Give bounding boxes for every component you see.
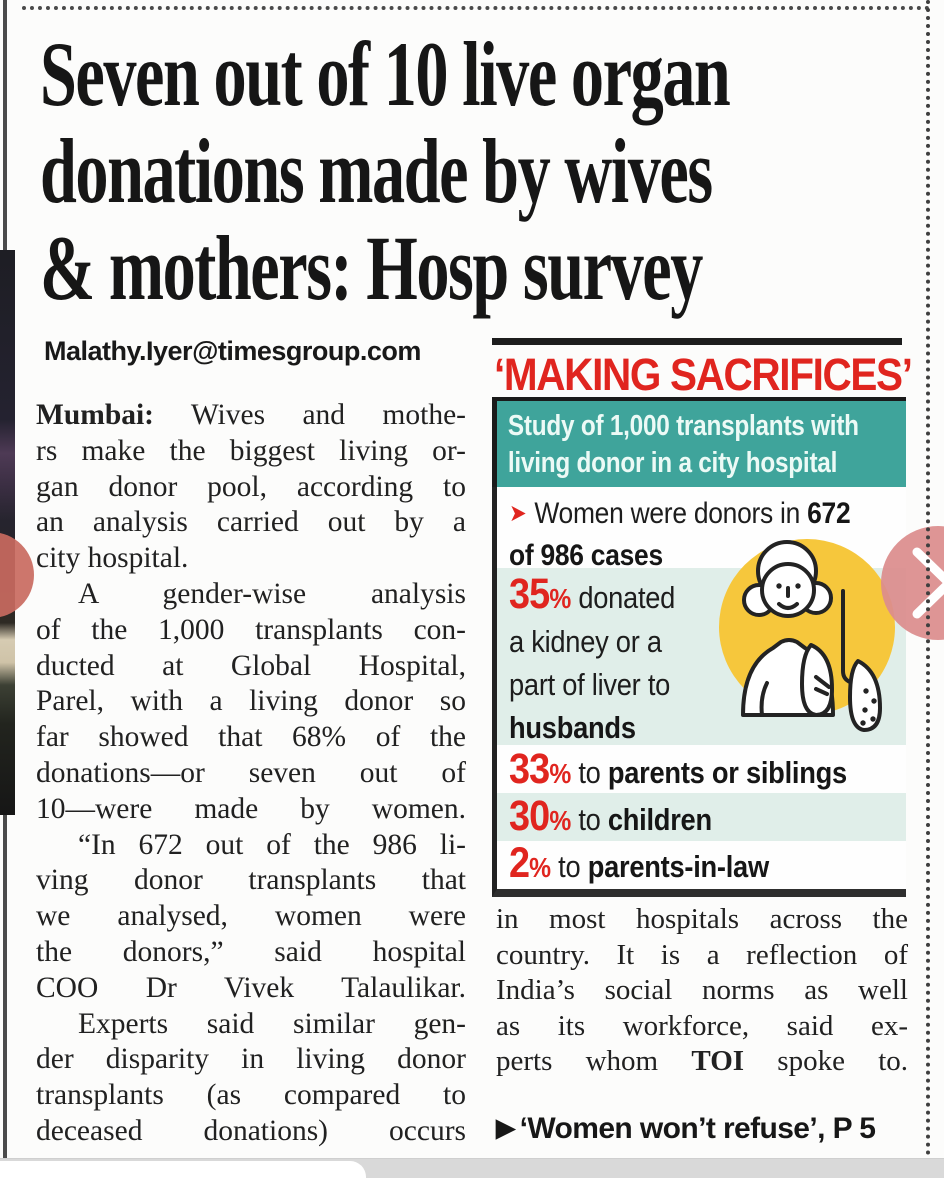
stat-text: to [570, 755, 608, 790]
stat-recipient: parents or siblings [607, 755, 847, 790]
paragraph-3: “In 672 out of the 986 li- ving donor tr… [36, 828, 466, 1004]
triangle-bullet-icon: ▶ [496, 1114, 515, 1142]
stat-recipient: children [607, 802, 712, 837]
dateline: Mumbai: [36, 399, 154, 431]
adjacent-page-edge [0, 250, 15, 815]
percent-sign: % [549, 805, 571, 836]
infographic-title: ‘MAKING SACRIFICES’ [494, 349, 913, 400]
woman-organ-donor-illustration [719, 539, 895, 732]
stat-percent: 30 [509, 792, 550, 840]
percent-sign: % [549, 583, 571, 614]
stat-bullet-value: 672 of 986 cases [509, 497, 851, 572]
toi-brand: TOI [691, 1045, 745, 1078]
stat-percent: 33 [509, 745, 550, 793]
next-button[interactable] [881, 526, 944, 640]
right-dotted-rule [926, 0, 930, 1156]
percent-sign: % [549, 758, 571, 789]
prev-button[interactable] [0, 532, 34, 618]
article-column-left: Mumbai: Wives and mothe- rs make the big… [36, 398, 466, 1150]
paragraph-2: A gender-wise analysis of the 1,000 tran… [36, 577, 466, 825]
percent-sign: % [529, 852, 551, 883]
byline: Malathy.Iyer@timesgroup.com [44, 336, 421, 366]
paragraph-1: Mumbai: Wives and mothe- rs make the big… [36, 398, 466, 541]
article-column-right: in most hospitals across the country. It… [496, 902, 908, 1080]
right-lung [848, 659, 882, 732]
stat-recipient: husbands [509, 710, 636, 745]
stat-text: to [550, 849, 588, 884]
related-story-text: ‘Women won’t refuse’, P 5 [519, 1112, 876, 1145]
trachea [841, 589, 852, 684]
stat-recipient: parents-in-law [587, 849, 770, 884]
stat-percent: 2 [509, 839, 530, 887]
arrow-bullet-icon: ➤ [509, 500, 527, 527]
stat-text: donated a kidney or a part of liver to [509, 580, 676, 702]
stat-row-parents-siblings: 33% to parents or siblings [509, 748, 914, 795]
chevron-right-icon [912, 547, 944, 619]
stat-row-parents-in-law: 2% to parents-in-law [509, 842, 914, 889]
top-dotted-rule [22, 6, 930, 10]
infographic-body: ➤ Women were donors in 672 of 986 cases 3… [492, 487, 906, 897]
stat-text: to [570, 802, 608, 837]
paragraph-5-text: in most hospitals across the country. It… [496, 903, 908, 1078]
stat-bullet: ➤ Women were donors in 672 of 986 cases [509, 494, 914, 576]
stat-percent: 35 [509, 570, 550, 618]
paragraph-1-text: Wives and mothe- rs make the biggest liv… [36, 399, 466, 539]
stat-row-husbands: 35% donated a kidney or a part of liver … [509, 573, 738, 749]
viewer-bottom-tab [0, 1161, 366, 1178]
paragraph-4: Experts said similar gen- der disparity … [36, 1007, 466, 1147]
infographic-subtitle-box: Study of 1,000 transplants with living d… [492, 397, 906, 487]
viewer-bottom-bar [0, 1158, 944, 1178]
related-story-pointer: ▶ ‘Women won’t refuse’, P 5 [496, 1112, 876, 1146]
paragraph-5-end: spoke to. [744, 1045, 909, 1078]
paragraph-1-last-line: city hospital. [36, 542, 189, 575]
headline: Seven out of 10 live organ donations mad… [40, 23, 731, 319]
infographic-subtitle: Study of 1,000 transplants with living d… [507, 410, 859, 479]
mint-stripe [497, 793, 906, 841]
stat-row-children: 30% to children [509, 795, 914, 842]
stat-bullet-text: Women were donors in [534, 497, 808, 530]
infographic-top-rule [492, 338, 902, 345]
